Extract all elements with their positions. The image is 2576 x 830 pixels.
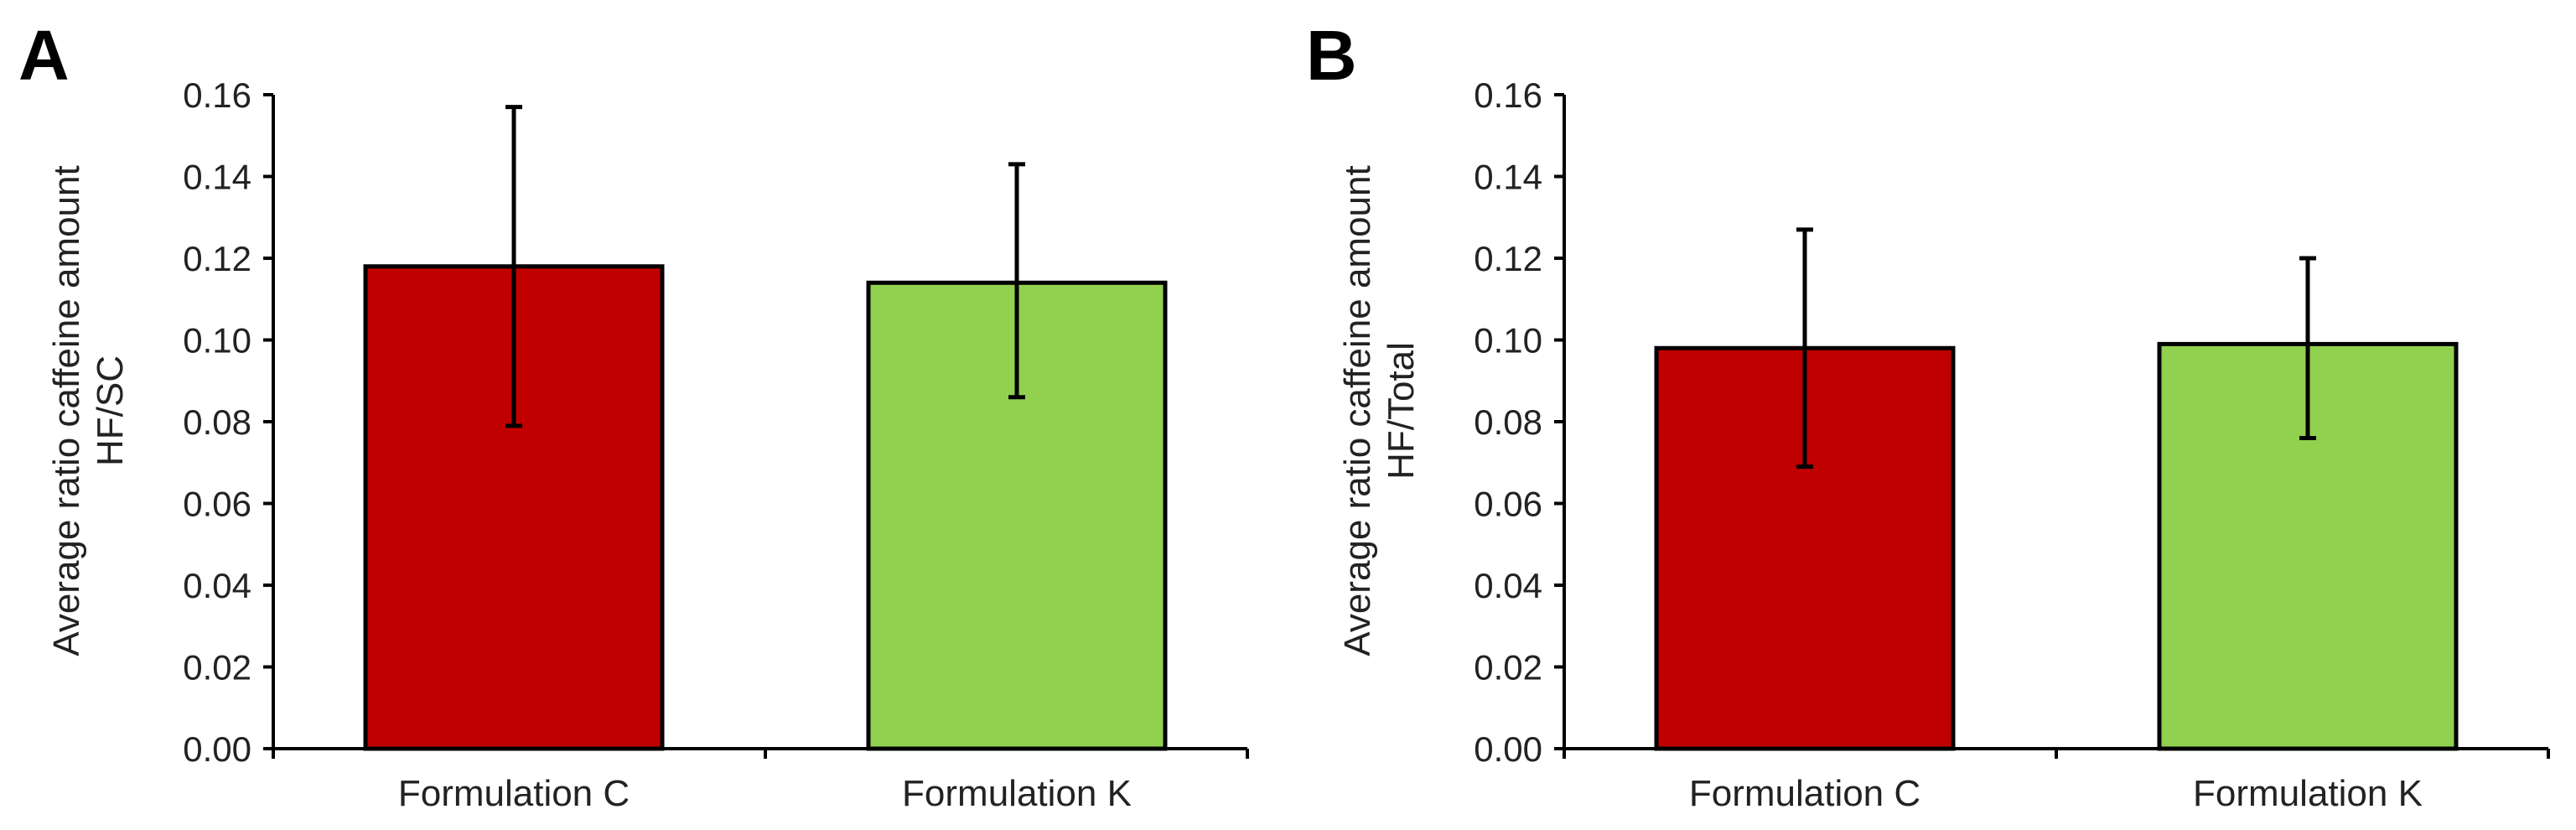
panel-b-y-tick-label: 0.12 (1474, 239, 1542, 278)
panel-a-y-axis-title-line1: Average ratio caffeine amount (46, 165, 87, 656)
panel-a: A Average ratio caffeine amount HF/SC 0.… (18, 16, 1249, 814)
panel-b: B Average ratio caffeine amount HF/Total… (1306, 16, 2550, 814)
panel-b-y-axis-title-line1: Average ratio caffeine amount (1337, 165, 1378, 656)
panel-a-y-tick-label: 0.16 (183, 75, 251, 115)
panel-b-y-tick-label: 0.14 (1474, 158, 1542, 197)
panel-a-y-tick-label: 0.02 (183, 648, 251, 687)
panel-b-plot-area: 0.00 0.02 0.04 0.06 0.08 0.10 0.12 0.14 0.16 Form… (1474, 75, 2550, 814)
panel-a-y-tick-label: 0.06 (183, 485, 251, 524)
panel-a-error-bar-1 (505, 105, 522, 428)
panel-b-y-tick-label: 0.02 (1474, 648, 1542, 687)
panel-b-y-tick-label: 0.04 (1474, 566, 1542, 605)
panel-a-x-category-label-2: Formulation K (902, 773, 1132, 814)
panel-a-y-tick-label: 0.14 (183, 158, 251, 197)
panel-b-bar-2 (2157, 341, 2459, 751)
panel-a-y-tick-label: 0.08 (183, 402, 251, 442)
panel-a-letter: A (18, 16, 70, 95)
panel-b-error-bar-1 (1796, 227, 1813, 469)
panel-b-x-category-label-2: Formulation K (2193, 773, 2423, 814)
panel-b-y-tick-label: 0.06 (1474, 485, 1542, 524)
panel-a-error-bar-2 (1008, 162, 1025, 400)
panel-a-y-axis-title-line2: HF/SC (90, 355, 131, 466)
panel-b-y-tick-label: 0.16 (1474, 75, 1542, 115)
panel-b-y-tick-label: 0.00 (1474, 729, 1542, 769)
panel-b-letter: B (1306, 16, 1357, 95)
panel-a-y-tick-label: 0.00 (183, 729, 251, 769)
panel-b-x-category-label-1: Formulation C (1689, 773, 1920, 814)
panel-a-y-tick-label: 0.10 (183, 321, 251, 361)
panel-a-plot-area: 0.00 0.02 0.04 0.06 0.08 0.10 0.12 0.14 0.16 Form… (183, 75, 1249, 814)
panel-b-y-tick-label: 0.10 (1474, 321, 1542, 361)
panel-a-y-tick-label: 0.04 (183, 566, 251, 605)
panel-b-error-bar-2 (2299, 256, 2316, 440)
panel-a-y-tick-label: 0.12 (183, 239, 251, 278)
panel-a-x-category-label-1: Formulation C (398, 773, 630, 814)
panel-b-y-tick-label: 0.08 (1474, 402, 1542, 442)
panel-b-y-axis-title-line2: HF/Total (1381, 342, 1422, 480)
